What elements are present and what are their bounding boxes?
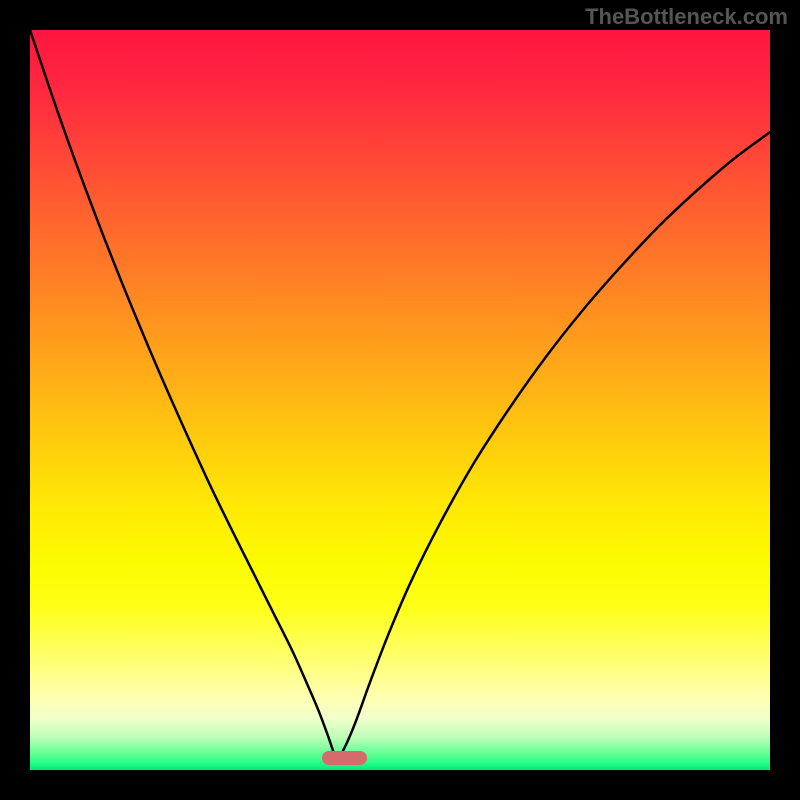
plot-area <box>30 30 770 770</box>
optimal-marker <box>322 751 366 765</box>
watermark-text: TheBottleneck.com <box>585 4 788 30</box>
chart-container: TheBottleneck.com <box>0 0 800 800</box>
bottleneck-curve <box>30 30 770 770</box>
gradient-background <box>30 30 770 770</box>
